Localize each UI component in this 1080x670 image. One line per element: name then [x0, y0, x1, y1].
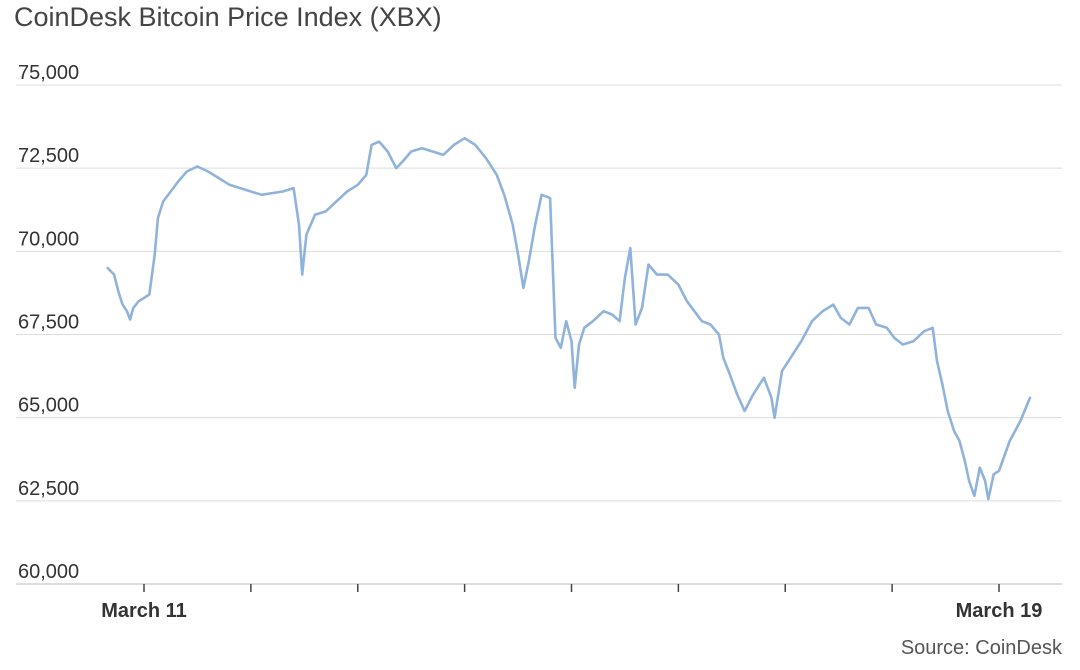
price-series: [106, 136, 1032, 501]
y-tick-label: 70,000: [18, 228, 79, 250]
y-tick-label: 60,000: [18, 561, 79, 583]
x-tick-label: March 19: [956, 600, 1043, 622]
chart-title: CoinDesk Bitcoin Price Index (XBX): [14, 2, 442, 32]
y-tick-label: 75,000: [18, 62, 79, 84]
grid-lines: [16, 84, 1062, 585]
y-tick-label: 62,500: [18, 478, 79, 500]
y-tick-label: 67,500: [18, 312, 79, 334]
source-note: Source: CoinDesk: [900, 637, 1062, 659]
x-tick-label: March 11: [101, 600, 187, 622]
y-axis-tick-labels: 60,000 62,500 65,000 67,500 70,000 72,500 75,0…: [18, 62, 79, 583]
y-tick-label: 72,500: [18, 145, 79, 167]
x-axis: March 11 March 19: [101, 584, 1042, 622]
y-tick-label: 65,000: [18, 395, 79, 417]
series-line: [106, 136, 1032, 501]
